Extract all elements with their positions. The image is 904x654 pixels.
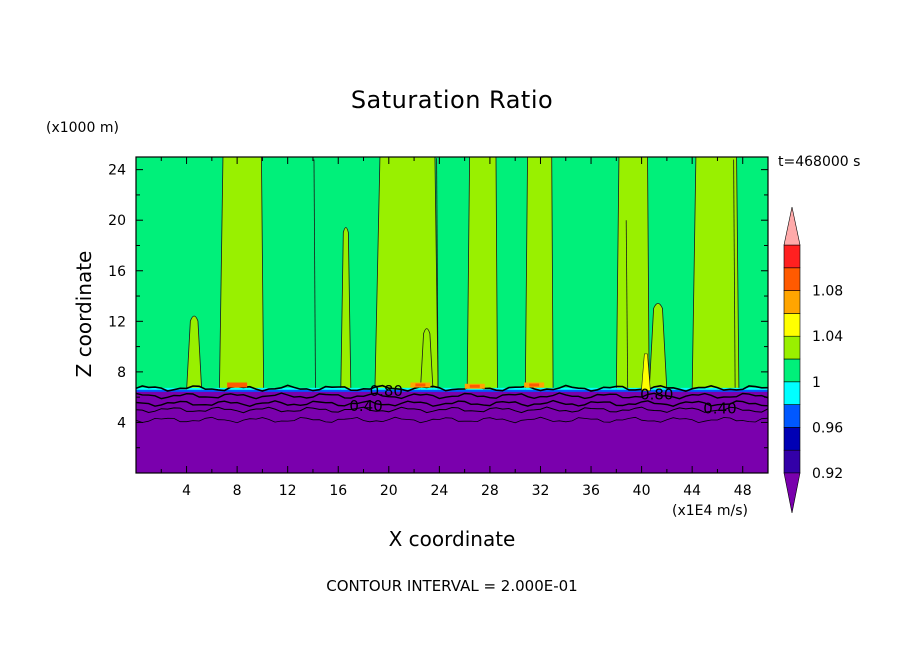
contour-label: 0.40 [703, 400, 736, 418]
x-tick-label: 36 [582, 483, 600, 499]
contour-line [313, 159, 316, 391]
supersaturated-column [219, 157, 265, 392]
supersaturated-column [691, 157, 740, 392]
hot-spot [641, 353, 651, 392]
x-tick-label: 20 [380, 483, 398, 499]
contour-label: 0.80 [370, 382, 403, 400]
y-tick-label: 12 [108, 314, 126, 330]
colorbar-segment [783, 244, 801, 269]
colorbar-segment [783, 381, 801, 405]
contour-line [136, 399, 768, 408]
hot-spot-core [469, 384, 480, 388]
x-tick-label: 44 [683, 483, 701, 499]
time-stamp: t=468000 s [778, 154, 861, 170]
colorbar-over-arrow [783, 206, 801, 246]
y-tick-label: 20 [108, 213, 126, 229]
y-axis-label: Z coordinate [72, 250, 96, 378]
contour-line [136, 392, 768, 400]
supersaturated-column [419, 328, 434, 392]
contour-line [136, 416, 768, 424]
supersaturated-column [648, 302, 668, 392]
colorbar-tick-label: 0.92 [812, 466, 843, 482]
contour-label: 0.80 [640, 386, 673, 404]
supersaturated-column [524, 157, 554, 392]
contour-label: 0.40 [349, 397, 382, 415]
x-tick-label: 48 [734, 483, 752, 499]
x-tick-label: 4 [182, 483, 191, 499]
colorbar-under-arrow [783, 472, 801, 514]
colorbar-tick-label: 0.96 [812, 420, 843, 436]
x-tick-label: 32 [532, 483, 550, 499]
contour-line [136, 406, 768, 414]
contour-line [625, 220, 629, 391]
hot-spot-core [415, 383, 426, 387]
colorbar-segment [783, 358, 801, 383]
y-tick-label: 8 [117, 365, 126, 381]
contour-interval-note: CONTOUR INTERVAL = 2.000E-01 [326, 577, 578, 595]
x-tick-label: 12 [279, 483, 297, 499]
colorbar-tick-label: 1.04 [812, 329, 843, 345]
colorbar-tick-label: 1 [812, 375, 821, 391]
hot-spot-core [232, 383, 243, 387]
colorbar-segment [783, 404, 801, 428]
colorbar-segment [783, 427, 801, 451]
colorbar-segment [783, 335, 801, 360]
supersaturated-column [340, 227, 352, 392]
y-tick-label: 4 [117, 415, 126, 431]
chart-title: Saturation Ratio [350, 86, 554, 114]
contour-line [436, 158, 439, 391]
supersaturated-column [466, 157, 498, 392]
hot-spot-core [529, 383, 540, 387]
y-tick-label: 24 [108, 163, 126, 179]
plot-frame [135, 156, 769, 474]
x-axis-label: X coordinate [388, 527, 516, 551]
colorbar-segment [783, 313, 801, 337]
colorbar-segment [783, 449, 801, 474]
contour-line [733, 159, 736, 391]
x-tick-label: 24 [430, 483, 448, 499]
y-tick-label: 16 [108, 264, 126, 280]
x-tick-label: 40 [633, 483, 651, 499]
x-tick-label: 28 [481, 483, 499, 499]
x-tick-label: 8 [233, 483, 242, 499]
colorbar-tick-label: 1.08 [812, 284, 843, 300]
plot-layer: 0.800.400.800.40 [136, 157, 768, 473]
transition-band-blue [136, 389, 768, 392]
x-axis-unit: (x1E4 m/s) [672, 503, 748, 519]
x-tick-label: 16 [329, 483, 347, 499]
supersaturated-column [186, 315, 203, 392]
colorbar-segment [783, 267, 801, 291]
y-axis-unit: (x1000 m) [46, 120, 119, 136]
colorbar-segment [783, 290, 801, 314]
